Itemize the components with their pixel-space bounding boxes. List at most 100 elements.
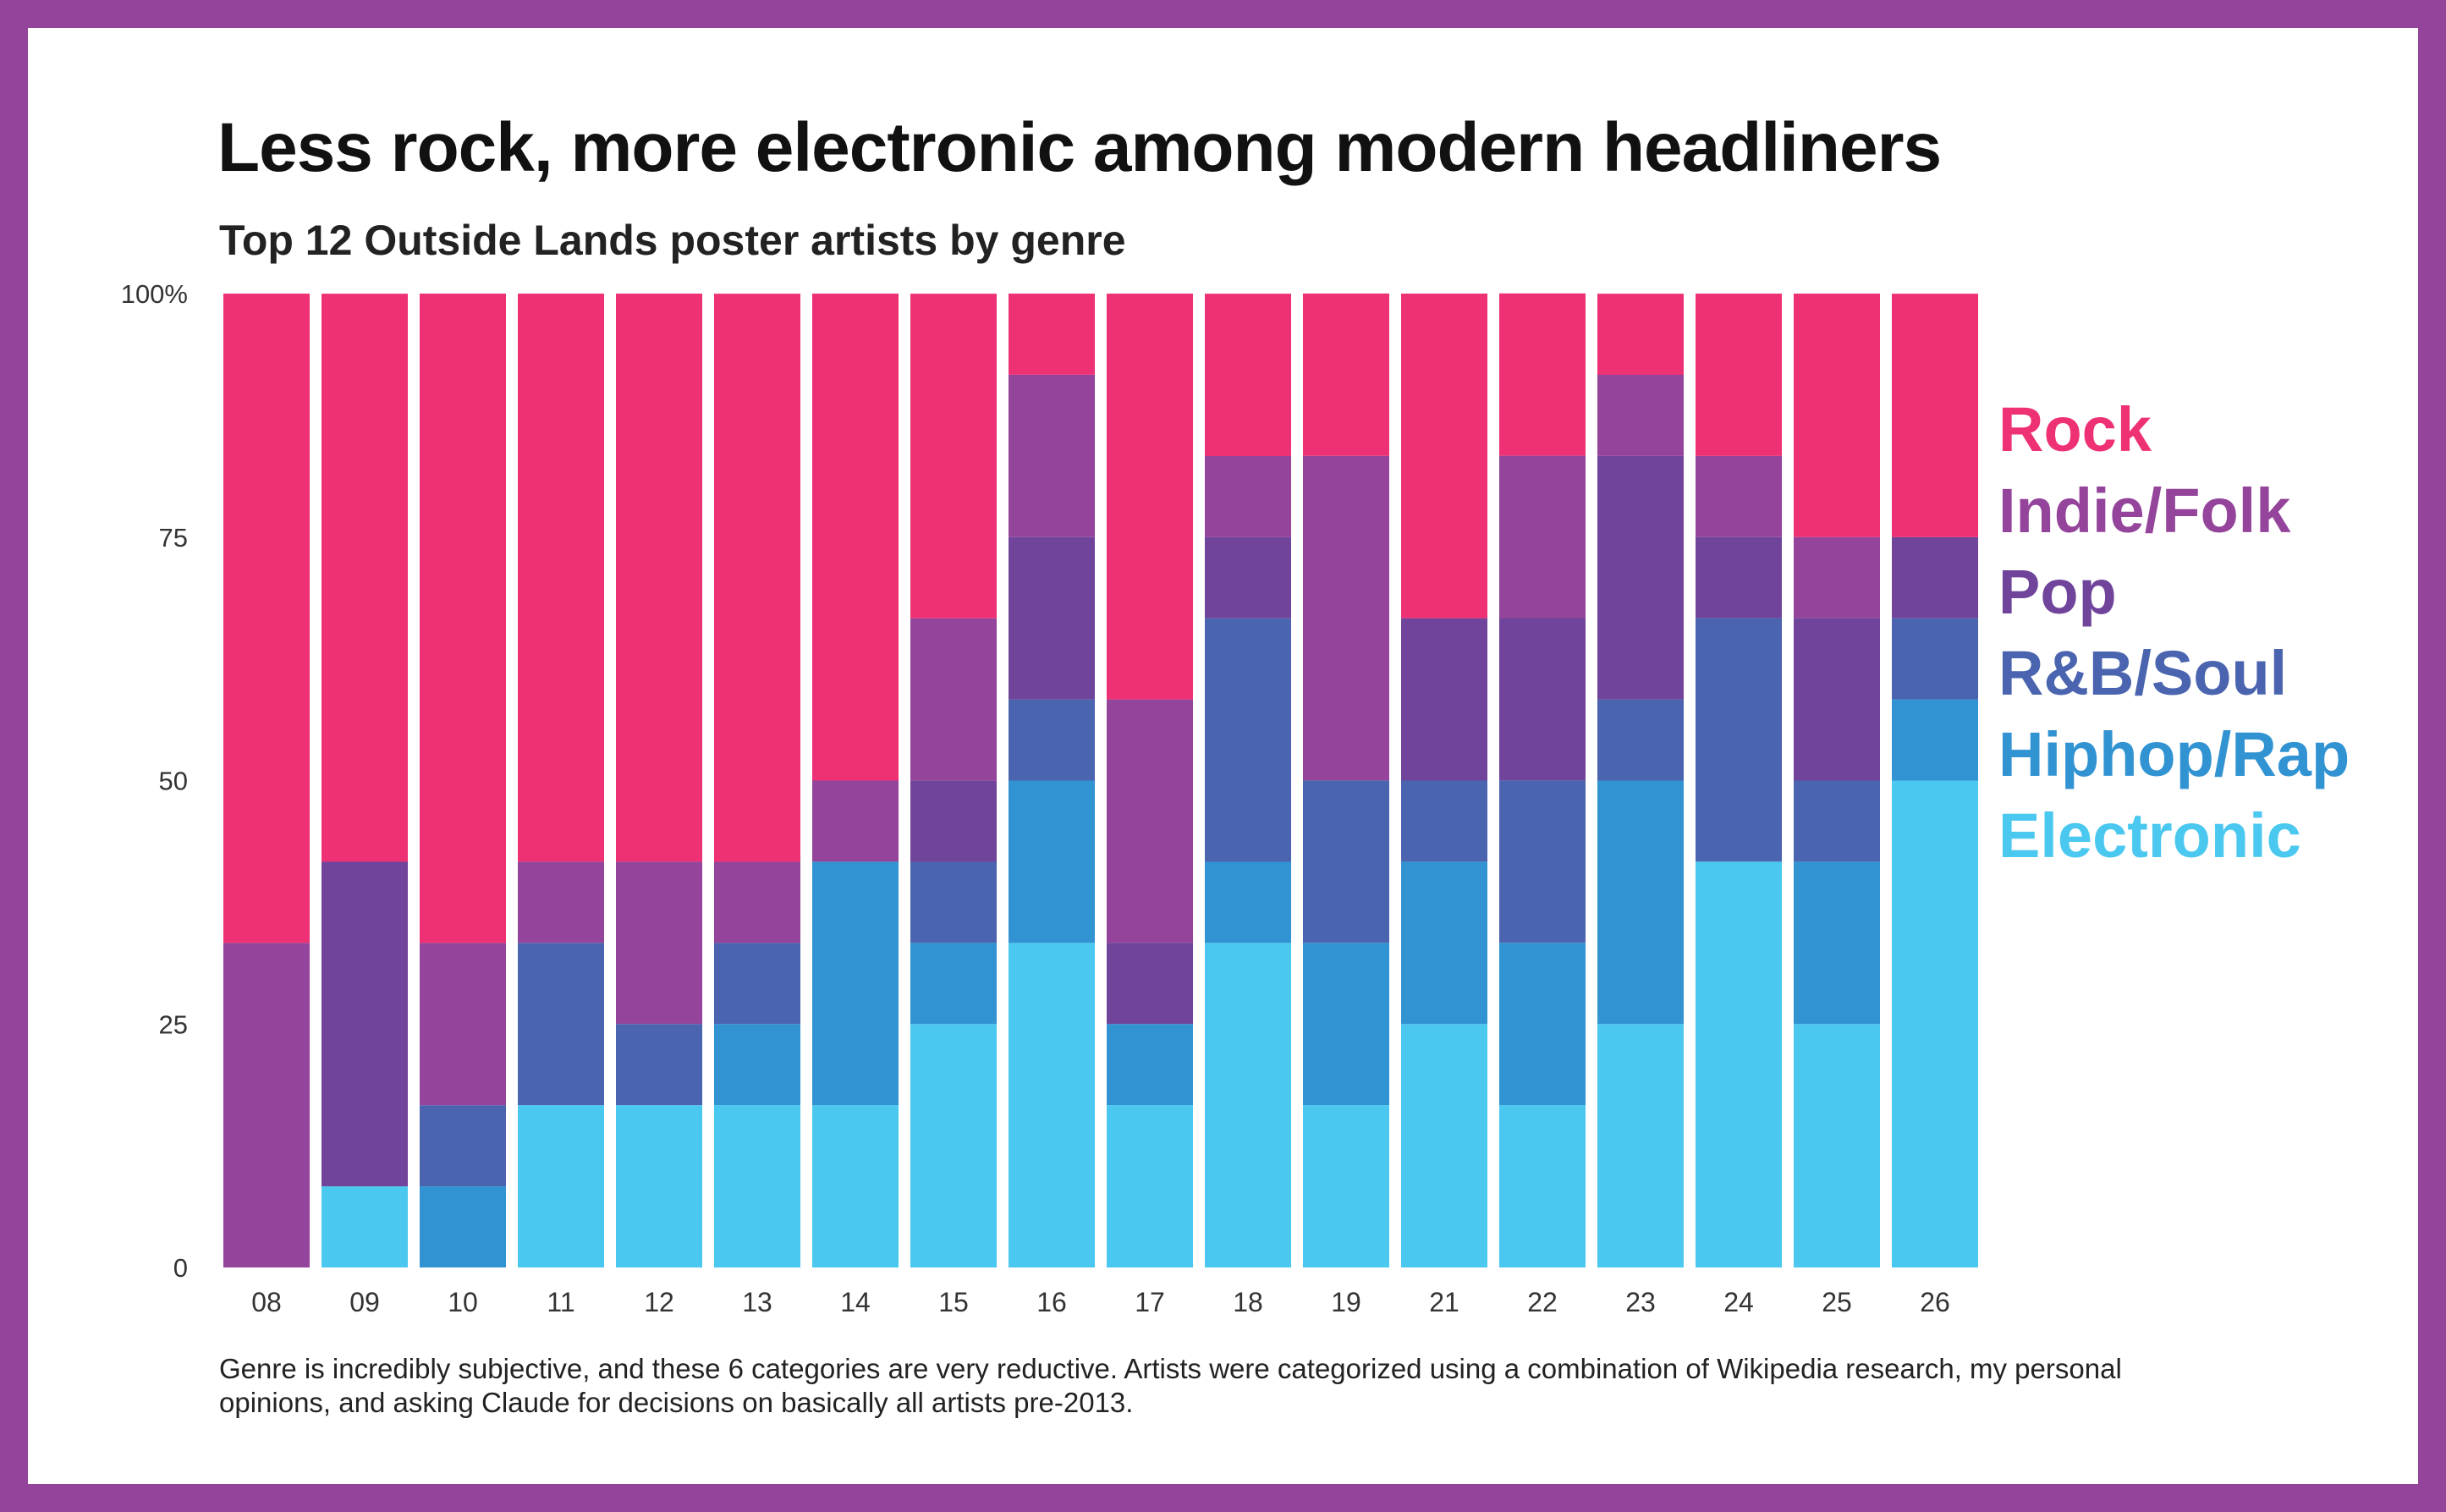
bar-segment-indie-folk-17 <box>1107 699 1193 943</box>
bar-segment-electronic-17 <box>1107 1105 1193 1267</box>
bar-segment-electronic-14 <box>812 1105 899 1267</box>
legend-item-rock: Rock <box>1998 394 2152 465</box>
bar-segment-electronic-11 <box>518 1105 604 1267</box>
bar-segment-pop-09 <box>322 861 408 1187</box>
bar-segment-indie-folk-08 <box>223 943 310 1267</box>
bar-segment-rock-25 <box>1794 294 1880 537</box>
bar-segment-indie-folk-15 <box>910 618 997 781</box>
bar-segment-indie-folk-19 <box>1303 455 1389 781</box>
bar-segment-rock-19 <box>1303 293 1389 456</box>
x-tick-label: 09 <box>349 1287 380 1317</box>
chart-subtitle: Top 12 Outside Lands poster artists by g… <box>219 217 1126 264</box>
bar-segment-rock-15 <box>910 294 997 619</box>
bar-segment-hiphop-rap-10 <box>420 1186 506 1267</box>
bar-segment-hiphop-rap-23 <box>1597 780 1684 1025</box>
bar-segment-r-b-soul-26 <box>1892 618 1978 700</box>
bar-segment-rock-22 <box>1499 293 1586 456</box>
bar-segment-indie-folk-10 <box>420 943 506 1106</box>
bar-segment-indie-folk-23 <box>1597 374 1684 456</box>
bar-segment-pop-17 <box>1107 943 1193 1025</box>
bar-segment-r-b-soul-24 <box>1696 618 1782 862</box>
bar-segment-hiphop-rap-15 <box>910 943 997 1025</box>
bar-segment-indie-folk-14 <box>812 780 899 862</box>
legend-item-hiphop-rap: Hiphop/Rap <box>1998 719 2350 789</box>
bar-segment-r-b-soul-18 <box>1205 618 1291 862</box>
bar-segment-indie-folk-24 <box>1696 455 1782 537</box>
bar-segment-r-b-soul-13 <box>714 943 800 1025</box>
x-tick-label: 08 <box>251 1287 282 1317</box>
bar-segment-indie-folk-13 <box>714 861 800 943</box>
y-tick-label: 0 <box>173 1253 188 1283</box>
bar-segment-rock-16 <box>1009 294 1095 375</box>
bar-segment-pop-16 <box>1009 536 1095 700</box>
x-tick-label: 25 <box>1822 1287 1852 1317</box>
bar-segment-rock-08 <box>223 294 310 943</box>
x-tick-label: 21 <box>1429 1287 1459 1317</box>
bar-segment-electronic-22 <box>1499 1105 1586 1267</box>
chart-title: Less rock, more electronic among modern … <box>217 109 1942 186</box>
bar-segment-r-b-soul-12 <box>616 1024 702 1106</box>
bar-segment-rock-10 <box>420 294 506 943</box>
bar-segment-hiphop-rap-25 <box>1794 861 1880 1025</box>
bar-segment-rock-11 <box>518 294 604 862</box>
bar-segment-pop-18 <box>1205 536 1291 619</box>
legend-item-r-b-soul: R&B/Soul <box>1998 638 2288 708</box>
x-tick-label: 16 <box>1036 1287 1067 1317</box>
bar-segment-rock-24 <box>1696 294 1782 456</box>
x-tick-label: 15 <box>938 1287 969 1317</box>
y-tick-label: 75 <box>159 523 188 553</box>
bar-segment-electronic-18 <box>1205 943 1291 1267</box>
bar-segment-rock-23 <box>1597 294 1684 375</box>
x-tick-label: 12 <box>644 1287 674 1317</box>
bar-segment-pop-24 <box>1696 536 1782 619</box>
bar-segment-pop-26 <box>1892 536 1978 619</box>
y-tick-label: 100% <box>121 279 188 309</box>
bar-segment-electronic-25 <box>1794 1024 1880 1267</box>
x-tick-label: 23 <box>1625 1287 1656 1317</box>
bar-segment-electronic-19 <box>1303 1105 1389 1267</box>
bar-segment-rock-17 <box>1107 294 1193 700</box>
x-tick-label: 10 <box>448 1287 478 1317</box>
bar-segment-electronic-12 <box>616 1105 702 1267</box>
bar-segment-rock-26 <box>1892 294 1978 537</box>
bar-segment-electronic-26 <box>1892 780 1978 1267</box>
bar-segment-pop-25 <box>1794 618 1880 781</box>
bar-segment-indie-folk-11 <box>518 861 604 943</box>
bar-segment-indie-folk-12 <box>616 861 702 1025</box>
bar-segment-hiphop-rap-17 <box>1107 1024 1193 1106</box>
bar-segment-rock-13 <box>714 294 800 862</box>
bar-segment-electronic-15 <box>910 1024 997 1267</box>
x-tick-label: 11 <box>547 1287 574 1317</box>
bar-segment-pop-22 <box>1499 618 1586 781</box>
bar-segment-r-b-soul-25 <box>1794 780 1880 862</box>
bar-segment-rock-14 <box>812 294 899 781</box>
legend-item-indie-folk: Indie/Folk <box>1998 476 2291 546</box>
legend-item-electronic: Electronic <box>1998 800 2301 871</box>
bar-segment-hiphop-rap-18 <box>1205 861 1291 943</box>
bar-segment-r-b-soul-15 <box>910 861 997 943</box>
y-tick-label: 50 <box>159 767 188 796</box>
bar-segment-indie-folk-22 <box>1499 455 1586 619</box>
bar-segment-electronic-23 <box>1597 1024 1684 1267</box>
bar-segment-hiphop-rap-26 <box>1892 699 1978 781</box>
bar-segment-r-b-soul-23 <box>1597 699 1684 781</box>
bar-segment-hiphop-rap-13 <box>714 1024 800 1106</box>
bar-segment-r-b-soul-10 <box>420 1105 506 1187</box>
footnote: Genre is incredibly subjective, and thes… <box>219 1353 2122 1418</box>
bar-segment-indie-folk-16 <box>1009 374 1095 537</box>
bar-segment-rock-12 <box>616 294 702 862</box>
bar-segment-pop-23 <box>1597 455 1684 700</box>
bar-segment-hiphop-rap-21 <box>1401 861 1487 1025</box>
bar-segment-hiphop-rap-14 <box>812 861 899 1106</box>
y-tick-label: 25 <box>159 1009 188 1039</box>
bar-segment-r-b-soul-19 <box>1303 780 1389 943</box>
bar-segment-electronic-16 <box>1009 943 1095 1267</box>
bar-segment-pop-21 <box>1401 618 1487 781</box>
legend-item-pop: Pop <box>1998 557 2117 627</box>
bar-segment-r-b-soul-21 <box>1401 780 1487 862</box>
bar-segment-rock-18 <box>1205 294 1291 456</box>
bar-segment-hiphop-rap-22 <box>1499 943 1586 1106</box>
bar-segment-r-b-soul-16 <box>1009 699 1095 781</box>
x-tick-label: 19 <box>1331 1287 1361 1317</box>
